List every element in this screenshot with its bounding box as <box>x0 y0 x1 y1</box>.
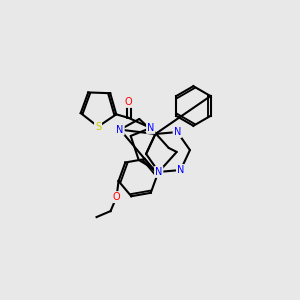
Text: O: O <box>125 97 133 107</box>
Text: N: N <box>174 127 181 137</box>
Text: O: O <box>113 192 120 202</box>
Text: S: S <box>95 122 101 132</box>
Text: N: N <box>147 123 154 133</box>
Text: N: N <box>155 167 162 177</box>
Text: N: N <box>116 124 124 135</box>
Text: N: N <box>177 165 184 175</box>
